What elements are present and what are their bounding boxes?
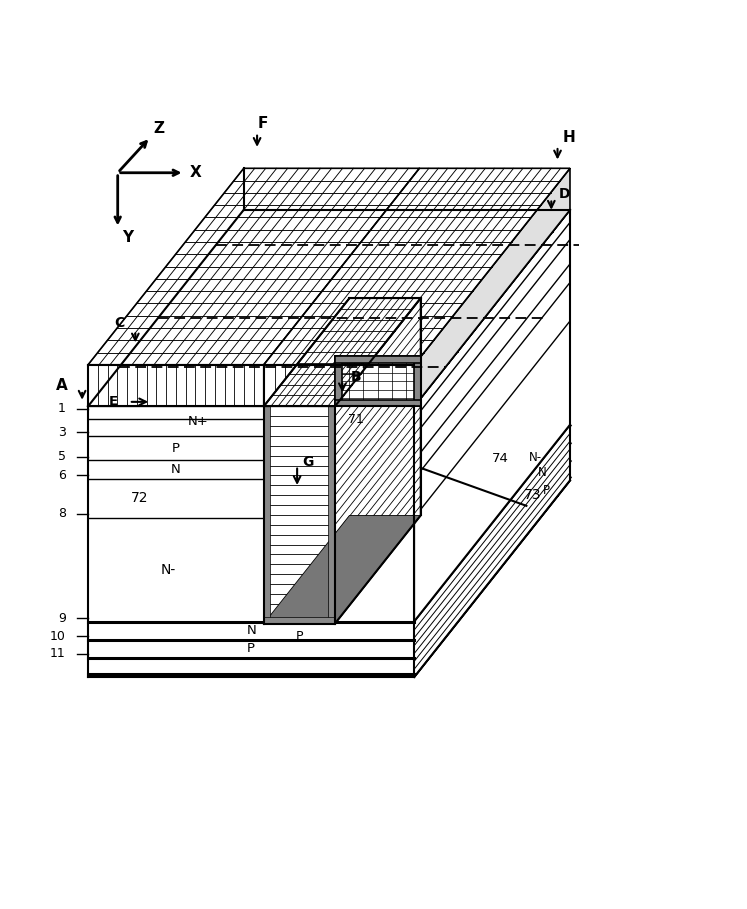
Text: 5: 5 (58, 450, 66, 464)
Polygon shape (264, 168, 420, 406)
Text: N+: N+ (187, 415, 208, 427)
Polygon shape (415, 210, 570, 677)
Text: B: B (350, 370, 361, 384)
Text: P: P (247, 643, 255, 655)
Text: P: P (172, 442, 180, 454)
Polygon shape (335, 400, 421, 406)
Text: N-: N- (529, 451, 542, 464)
Text: Z: Z (153, 121, 164, 135)
Polygon shape (264, 168, 570, 365)
Text: A: A (55, 378, 67, 393)
Text: D: D (559, 187, 571, 201)
Text: 73: 73 (524, 488, 542, 503)
Polygon shape (264, 515, 421, 624)
Text: 9: 9 (58, 612, 66, 624)
Polygon shape (335, 356, 421, 406)
Text: N: N (247, 624, 256, 637)
Polygon shape (335, 356, 421, 363)
Text: N: N (538, 466, 546, 479)
Text: 3: 3 (58, 425, 66, 439)
Polygon shape (335, 298, 421, 624)
Text: 74: 74 (492, 452, 509, 464)
Text: 1: 1 (58, 402, 66, 415)
Polygon shape (264, 365, 415, 406)
Polygon shape (414, 356, 421, 406)
Text: Y: Y (123, 231, 134, 245)
Polygon shape (88, 210, 570, 406)
Text: 11: 11 (50, 647, 66, 661)
Polygon shape (264, 298, 421, 406)
Polygon shape (264, 406, 335, 624)
Text: 10: 10 (50, 630, 66, 643)
Polygon shape (328, 406, 335, 624)
Text: 71: 71 (348, 414, 365, 426)
Text: 72: 72 (131, 491, 149, 505)
Text: X: X (190, 165, 202, 180)
Text: P: P (296, 631, 303, 644)
Text: 6: 6 (58, 469, 66, 482)
Polygon shape (415, 168, 570, 406)
Text: N-: N- (161, 563, 176, 577)
Polygon shape (335, 356, 341, 406)
Text: E: E (108, 395, 118, 408)
Text: N: N (171, 464, 181, 476)
Polygon shape (88, 365, 264, 406)
Polygon shape (264, 617, 335, 624)
Polygon shape (88, 406, 415, 677)
Polygon shape (264, 406, 270, 624)
Text: G: G (303, 454, 314, 469)
Text: H: H (563, 130, 576, 145)
Polygon shape (88, 168, 420, 365)
Text: 8: 8 (58, 507, 66, 520)
Text: P: P (543, 484, 550, 497)
Text: F: F (258, 116, 268, 131)
Text: C: C (114, 316, 124, 330)
Polygon shape (415, 425, 570, 677)
